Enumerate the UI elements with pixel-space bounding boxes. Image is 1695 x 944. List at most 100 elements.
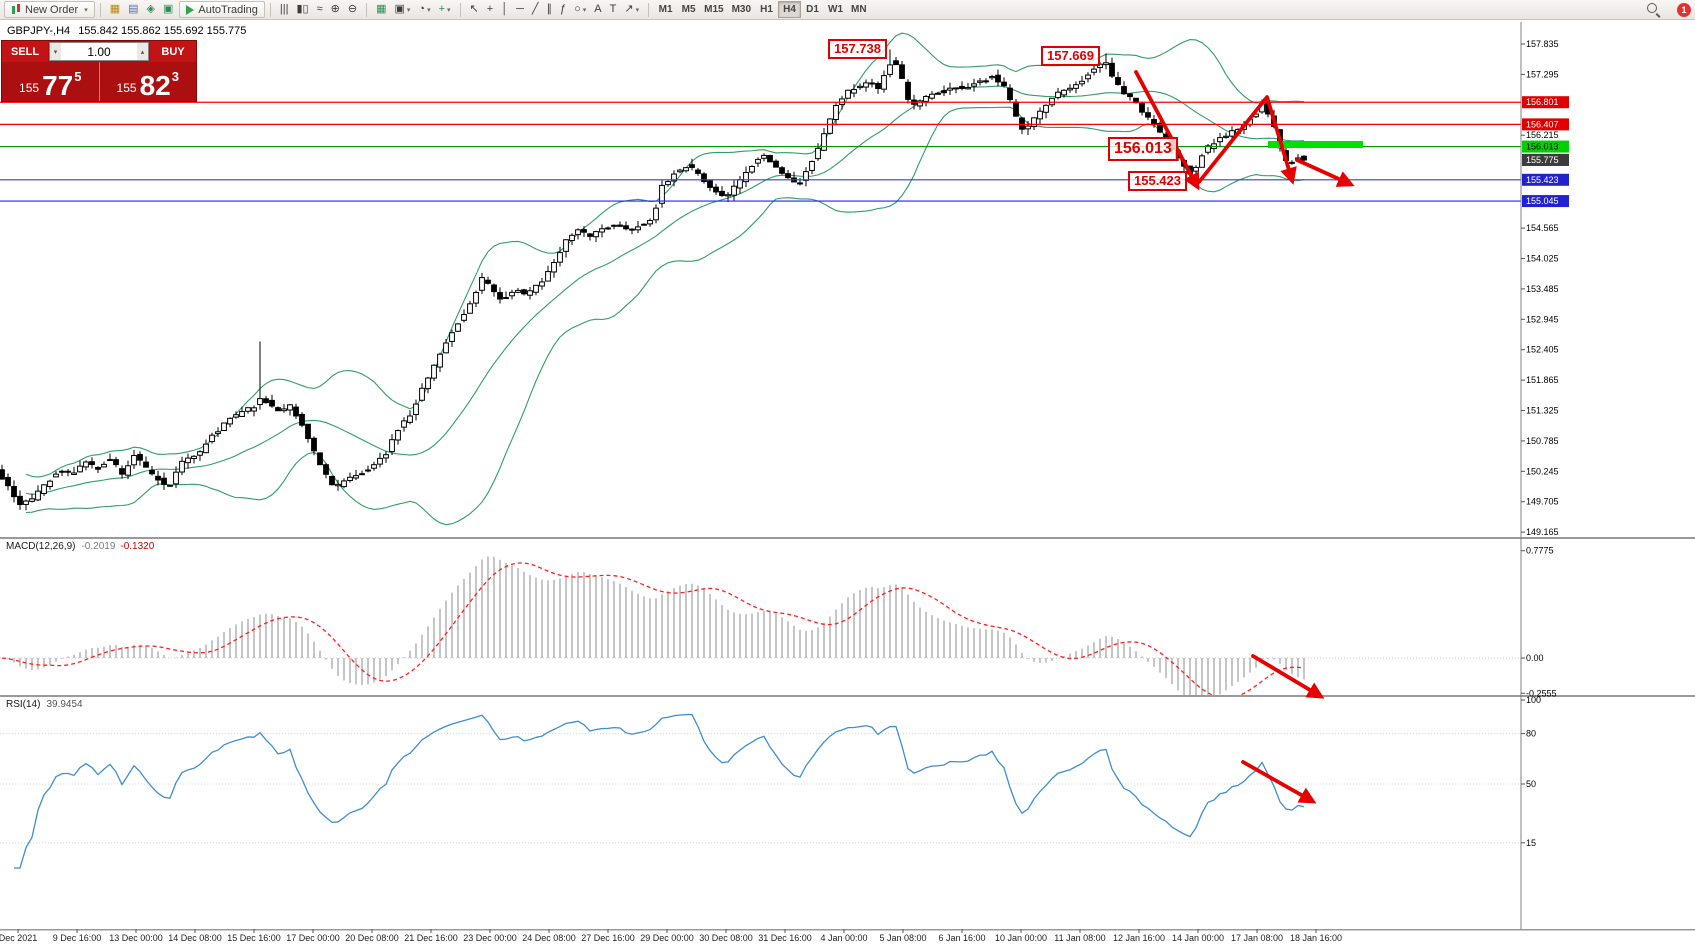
svg-text:10 Jan 00:00: 10 Jan 00:00 — [995, 933, 1047, 943]
svg-text:152.945: 152.945 — [1526, 314, 1559, 324]
bollinger-bands — [25, 32, 1305, 526]
timeframe-h1[interactable]: H1 — [755, 1, 778, 18]
toolbar-group-windows: ▦ ▣ ▾ ◔ ▾ + ▾ — [372, 1, 454, 18]
pane-separator[interactable] — [0, 537, 1695, 539]
svg-text:30 Dec 08:00: 30 Dec 08:00 — [699, 933, 753, 943]
toolbar-separator — [648, 2, 650, 17]
svg-text:15: 15 — [1526, 838, 1536, 848]
svg-text:156.407: 156.407 — [1526, 119, 1559, 129]
one-click-trading-panel: SELL ▾ ▴ BUY 155 77 5 155 82 3 — [1, 40, 197, 102]
svg-text:157.295: 157.295 — [1526, 69, 1559, 79]
caret-down-icon: ▾ — [582, 6, 587, 14]
annotation-peak2[interactable]: 157.669 — [1041, 46, 1100, 67]
arrow-tool-icon[interactable]: ↗ ▾ — [620, 1, 643, 18]
time-axis: Dec 2021 9 Dec 16:00 13 Dec 00:00 14 Dec 08… — [0, 929, 1342, 943]
timeframe-group: M1 M5 M15 M30 H1 H4 D1 W1 MN — [654, 1, 870, 18]
svg-text:23 Dec 00:00: 23 Dec 00:00 — [463, 933, 517, 943]
svg-text:24 Dec 08:00: 24 Dec 08:00 — [522, 933, 576, 943]
text-icon[interactable]: A — [590, 1, 605, 18]
volume-input[interactable] — [61, 43, 137, 60]
svg-text:151.325: 151.325 — [1526, 406, 1559, 416]
svg-text:50: 50 — [1526, 779, 1536, 789]
toolbar-separator — [269, 2, 271, 17]
svg-text:150.785: 150.785 — [1526, 436, 1559, 446]
line-chart-icon[interactable]: ≈ — [313, 1, 327, 18]
annotation-support-mid[interactable]: 156.013 — [1108, 137, 1178, 161]
timeframe-w1[interactable]: W1 — [824, 1, 847, 18]
toolbar-group-chart-types: ||| ▮▯ ≈ ⊕ ⊖ — [276, 1, 361, 18]
fibonacci-icon[interactable]: ƒ — [556, 1, 570, 18]
trend-arrows[interactable] — [1134, 70, 1355, 804]
macd-label: MACD(12,26,9) — [6, 541, 76, 552]
vertical-line-icon[interactable]: │ — [497, 1, 512, 18]
svg-text:156.215: 156.215 — [1526, 130, 1559, 140]
bar-chart-icon[interactable]: ||| — [276, 1, 293, 18]
data-window-icon[interactable]: ▤ — [124, 1, 142, 18]
sell-button[interactable]: SELL — [2, 41, 48, 62]
macd-pane — [0, 556, 1521, 695]
crosshair-icon[interactable]: + — [483, 1, 497, 18]
navigator-icon[interactable]: ◈ — [143, 1, 159, 18]
svg-text:0.7775: 0.7775 — [1526, 546, 1554, 556]
notification-badge[interactable]: 1 — [1677, 2, 1691, 17]
svg-text:4 Jan 00:00: 4 Jan 00:00 — [820, 933, 867, 943]
svg-text:154.025: 154.025 — [1526, 254, 1559, 264]
rsi-pane — [0, 713, 1521, 869]
svg-text:21 Dec 16:00: 21 Dec 16:00 — [404, 933, 458, 943]
indicators-icon[interactable]: + ▾ — [435, 1, 455, 18]
shapes-icon[interactable]: ○ ▾ — [570, 1, 590, 18]
horizontal-line-icon[interactable]: ─ — [512, 1, 528, 18]
market-watch-icon[interactable]: ▦ — [106, 1, 124, 18]
zoom-out-icon[interactable]: ⊖ — [344, 1, 361, 18]
new-order-button[interactable]: New Order ▾ — [4, 1, 95, 18]
svg-text:18 Jan 16:00: 18 Jan 16:00 — [1290, 933, 1342, 943]
timeframe-mn[interactable]: MN — [847, 1, 871, 18]
pane-separator[interactable] — [0, 929, 1695, 931]
svg-text:6 Jan 16:00: 6 Jan 16:00 — [938, 933, 985, 943]
buy-button[interactable]: BUY — [150, 41, 196, 62]
svg-text:17 Dec 00:00: 17 Dec 00:00 — [286, 933, 340, 943]
timeframe-m1[interactable]: M1 — [654, 1, 677, 18]
svg-text:Dec 2021: Dec 2021 — [0, 933, 37, 943]
svg-text:153.485: 153.485 — [1526, 284, 1559, 294]
channel-icon[interactable]: ∥ — [543, 1, 557, 18]
macd-header: MACD(12,26,9) -0.2019 -0.1320 — [6, 541, 154, 552]
volume-increase-button[interactable]: ▴ — [136, 43, 148, 60]
svg-text:13 Dec 00:00: 13 Dec 00:00 — [109, 933, 163, 943]
highlight-bar[interactable] — [1268, 140, 1363, 148]
svg-text:149.705: 149.705 — [1526, 497, 1559, 507]
annotation-peak1[interactable]: 157.738 — [828, 39, 887, 60]
timeframe-h4[interactable]: H4 — [778, 1, 802, 18]
pane-separator[interactable] — [0, 695, 1695, 697]
label-icon[interactable]: T — [606, 1, 621, 18]
terminal-icon[interactable]: ▣ — [159, 1, 177, 18]
annotation-support-low[interactable]: 155.423 — [1128, 171, 1187, 192]
svg-text:152.405: 152.405 — [1526, 345, 1559, 355]
svg-text:156.801: 156.801 — [1526, 97, 1559, 107]
cursor-icon[interactable]: ↖ — [466, 1, 483, 18]
caret-down-icon: ▾ — [635, 6, 640, 14]
svg-text:11 Jan 08:00: 11 Jan 08:00 — [1054, 933, 1105, 943]
search-icon[interactable] — [1646, 2, 1661, 17]
timeframe-d1[interactable]: D1 — [801, 1, 824, 18]
svg-text:5 Jan 08:00: 5 Jan 08:00 — [879, 933, 926, 943]
autotrading-button[interactable]: AutoTrading — [179, 1, 265, 18]
svg-text:15 Dec 16:00: 15 Dec 16:00 — [227, 933, 281, 943]
svg-text:12 Jan 16:00: 12 Jan 16:00 — [1113, 933, 1165, 943]
timeframe-m15[interactable]: M15 — [700, 1, 727, 18]
new-order-icon — [11, 4, 21, 15]
candlestick-chart-icon[interactable]: ▮▯ — [293, 1, 313, 18]
tile-windows-icon[interactable]: ▦ — [372, 1, 390, 18]
caret-down-icon: ▾ — [447, 6, 451, 14]
horizontal-level-lines[interactable] — [0, 101, 1521, 202]
timeframe-m5[interactable]: M5 — [677, 1, 700, 18]
trendline-icon[interactable]: ╱ — [528, 1, 543, 18]
timeframe-m30[interactable]: M30 — [728, 1, 755, 18]
zoom-in-icon[interactable]: ⊕ — [327, 1, 344, 18]
toolbar-separator — [459, 2, 461, 17]
profiles-icon[interactable]: ◔ ▾ — [414, 1, 434, 18]
svg-text:150.245: 150.245 — [1526, 466, 1559, 476]
new-chart-icon[interactable]: ▣ ▾ — [391, 1, 415, 18]
volume-decrease-button[interactable]: ▾ — [50, 43, 62, 60]
